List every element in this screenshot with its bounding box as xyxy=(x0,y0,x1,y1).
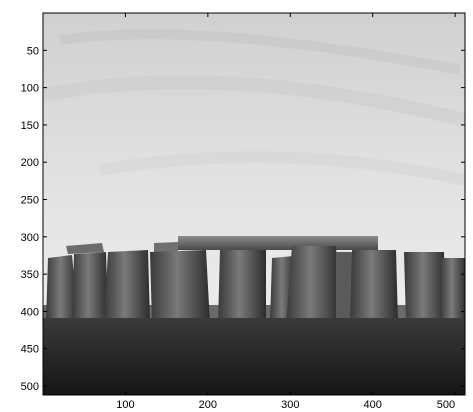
y-tick-label: 250 xyxy=(21,195,39,207)
stone-9 xyxy=(350,250,398,324)
stone-3 xyxy=(104,250,150,322)
stone-cap-4 xyxy=(154,242,178,252)
stone-8 xyxy=(336,252,352,324)
y-tick-label: 300 xyxy=(21,232,39,244)
y-tick-label: 400 xyxy=(21,306,39,318)
stone-lintel-left xyxy=(66,243,104,254)
stone-4 xyxy=(150,250,210,324)
x-axis: 100 200 300 400 500 xyxy=(116,13,456,411)
y-tick-label: 100 xyxy=(21,83,39,95)
x-tick-label: 400 xyxy=(364,399,382,411)
y-tick-label: 200 xyxy=(21,157,39,169)
stone-2 xyxy=(72,252,108,322)
stone-11 xyxy=(440,258,465,322)
x-tick-label: 200 xyxy=(199,399,217,411)
stone-5 xyxy=(218,250,266,324)
x-tick-label: 500 xyxy=(437,399,455,411)
stone-1 xyxy=(46,255,78,322)
x-tick-label: 300 xyxy=(281,399,299,411)
ground-region xyxy=(43,318,465,395)
plot-image xyxy=(43,13,465,395)
y-tick-label: 450 xyxy=(21,344,39,356)
y-tick-label: 50 xyxy=(27,45,39,57)
y-tick-label: 350 xyxy=(21,269,39,281)
stone-lintel-center xyxy=(178,236,378,250)
y-tick-label: 500 xyxy=(21,381,39,393)
stone-7 xyxy=(286,246,340,324)
x-tick-label: 100 xyxy=(116,399,134,411)
stone-10 xyxy=(404,252,446,322)
y-tick-label: 150 xyxy=(21,120,39,132)
stone-group xyxy=(46,236,465,324)
axes-frame xyxy=(42,12,466,396)
cloud-streaks xyxy=(43,29,465,186)
y-axis: 50 100 150 200 250 300 350 400 450 500 xyxy=(21,45,465,393)
